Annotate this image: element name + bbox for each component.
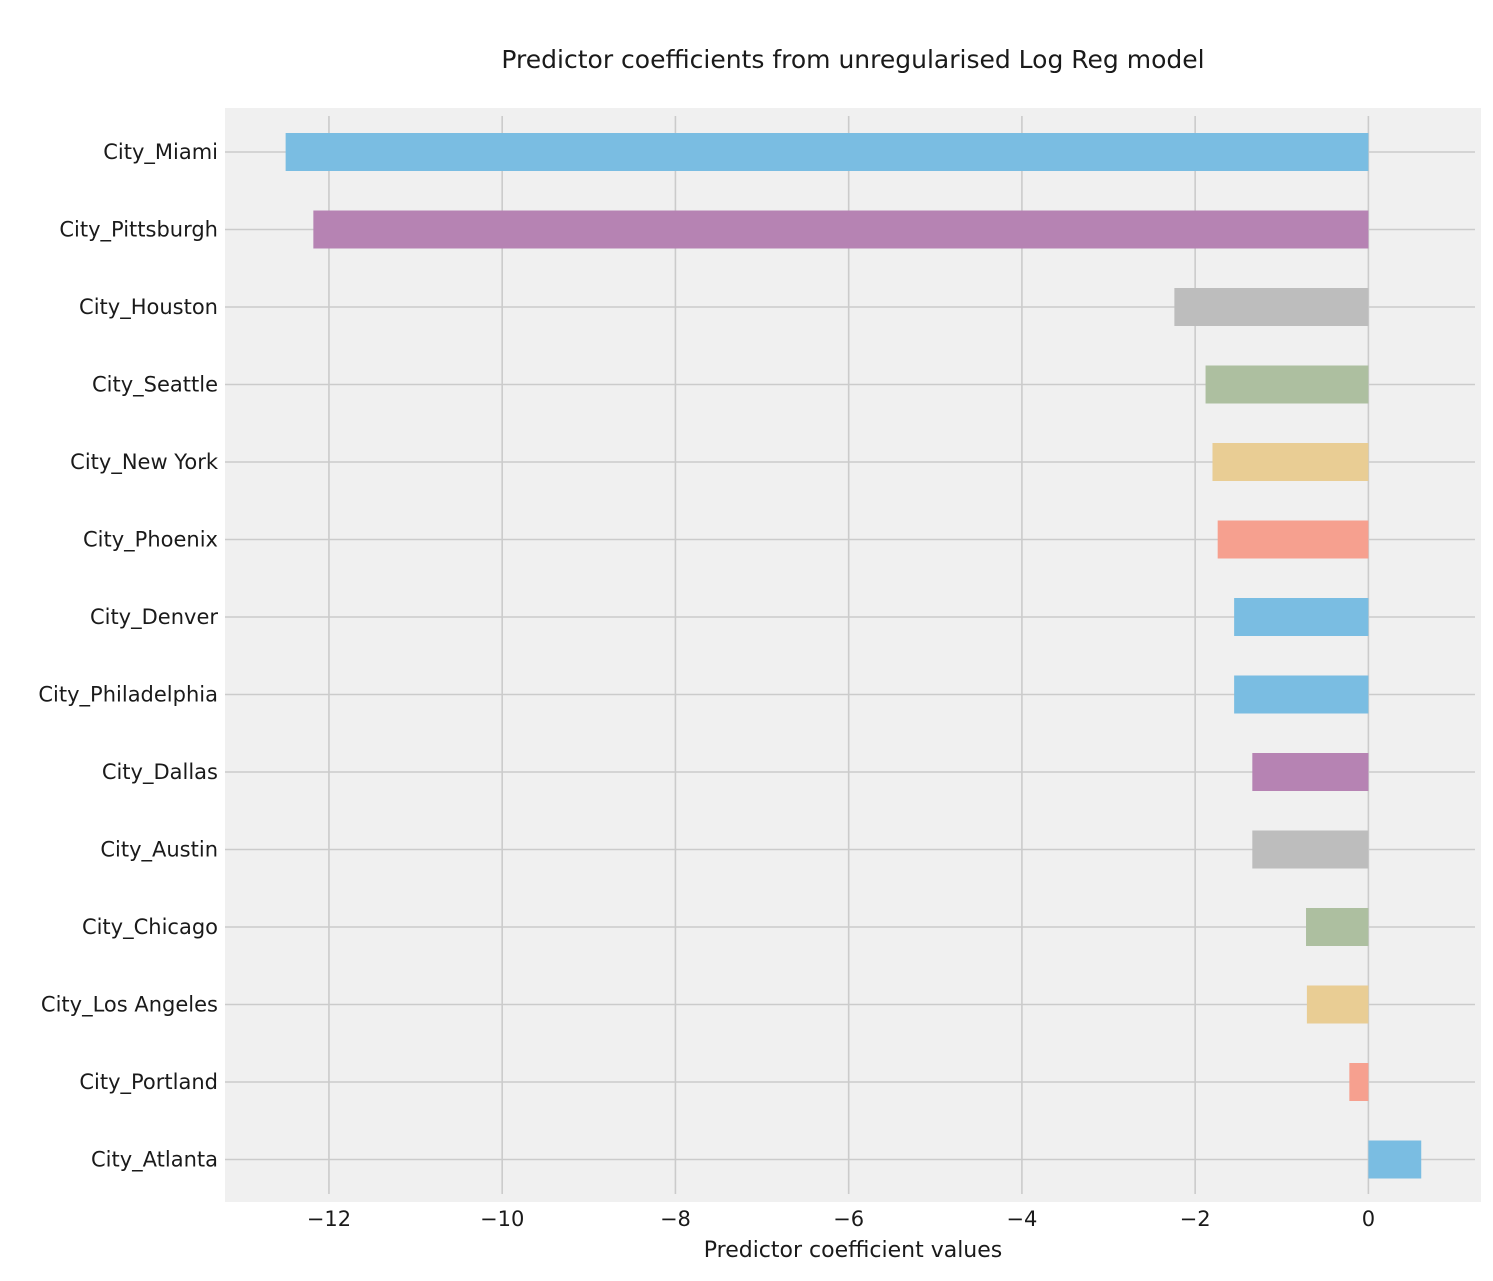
y-tick-label: City_Austin [100,838,218,863]
bar-city-houston [1174,288,1369,326]
chart-title: Predictor coefficients from unregularise… [501,45,1204,74]
x-tick-label: −6 [833,1207,864,1231]
x-axis-label: Predictor coefficient values [704,1238,1003,1263]
bar-city-portland [1349,1063,1369,1101]
y-tick-label: City_Miami [103,140,218,165]
y-tick-label: City_Denver [90,605,218,630]
y-tick-label: City_Atlanta [91,1148,218,1173]
x-tick-label: 0 [1362,1207,1375,1231]
y-tick-label: City_Los Angeles [41,993,218,1018]
bar-city-chicago [1306,908,1369,946]
bar-city-dallas [1252,753,1369,791]
x-tick-label: −4 [1006,1207,1037,1231]
bar-city-pittsburgh [313,210,1369,249]
bar-city-austin [1252,830,1369,869]
y-tick-label: City_Portland [79,1070,218,1095]
y-tick-label: City_Dallas [102,760,218,785]
y-tick-label: City_Pittsburgh [59,218,218,243]
bar-city-los-angeles [1306,985,1369,1024]
bar-city-denver [1234,598,1369,636]
bar-city-philadelphia [1234,675,1369,714]
y-tick-label: City_Houston [79,295,218,320]
x-tick-label: −10 [480,1207,524,1231]
plot-area [225,108,1481,1202]
y-tick-label: City_Chicago [82,915,218,940]
bar-city-phoenix [1217,520,1369,559]
bar-city-miami [285,133,1369,171]
x-tick-label: −8 [660,1207,691,1231]
y-tick-label: City_New York [70,450,219,475]
y-tick-label: City_Phoenix [83,528,218,553]
x-tick-labels: −12 −10 −8 −6 −4 −2 0 [307,1207,1375,1231]
bar-city-seattle [1205,365,1369,404]
bar-city-atlanta [1368,1140,1422,1179]
y-tick-label: City_Seattle [92,373,218,398]
bar-city-new-york [1212,443,1369,481]
y-tick-labels: City_Miami City_Pittsburgh City_Houston Cit… [38,140,218,1173]
bars [285,133,1422,1179]
x-tick-label: −2 [1180,1207,1211,1231]
y-tick-label: City_Philadelphia [38,683,218,708]
x-tick-label: −12 [307,1207,351,1231]
